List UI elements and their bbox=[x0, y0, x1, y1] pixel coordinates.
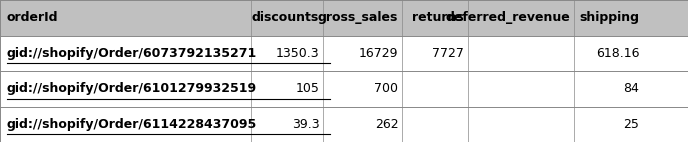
Text: discounts: discounts bbox=[252, 11, 319, 24]
Bar bbox=[0, 36, 688, 71]
Bar bbox=[0, 0, 688, 36]
Text: 1350.3: 1350.3 bbox=[276, 47, 319, 60]
Bar bbox=[0, 71, 688, 106]
Text: deferred_revenue: deferred_revenue bbox=[446, 11, 570, 24]
Text: gross_sales: gross_sales bbox=[318, 11, 398, 24]
Bar bbox=[0, 106, 688, 142]
Text: returns: returns bbox=[412, 11, 464, 24]
Text: 84: 84 bbox=[623, 82, 639, 95]
Text: shipping: shipping bbox=[579, 11, 639, 24]
Text: gid://shopify/Order/6073792135271: gid://shopify/Order/6073792135271 bbox=[7, 47, 257, 60]
Text: 7727: 7727 bbox=[432, 47, 464, 60]
Text: 105: 105 bbox=[295, 82, 319, 95]
Text: 618.16: 618.16 bbox=[596, 47, 639, 60]
Text: 39.3: 39.3 bbox=[292, 118, 319, 131]
Text: 262: 262 bbox=[375, 118, 398, 131]
Text: 25: 25 bbox=[623, 118, 639, 131]
Text: orderId: orderId bbox=[7, 11, 58, 24]
Text: gid://shopify/Order/6114228437095: gid://shopify/Order/6114228437095 bbox=[7, 118, 257, 131]
Text: gid://shopify/Order/6101279932519: gid://shopify/Order/6101279932519 bbox=[7, 82, 257, 95]
Text: 16729: 16729 bbox=[359, 47, 398, 60]
Text: 700: 700 bbox=[374, 82, 398, 95]
